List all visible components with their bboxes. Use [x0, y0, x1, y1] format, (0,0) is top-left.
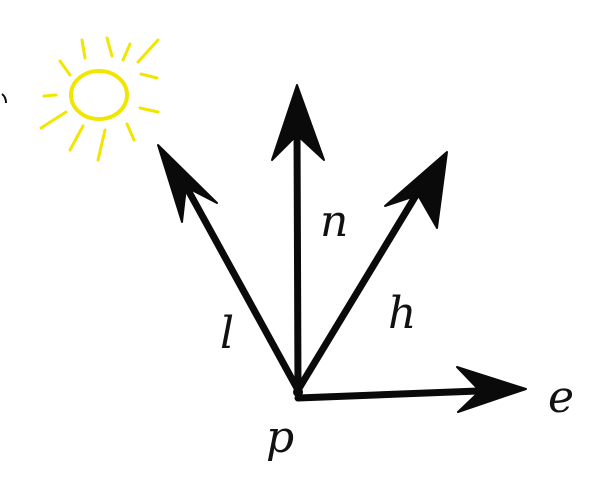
label-light: l [220, 308, 234, 359]
sun-icon [39, 36, 160, 162]
point-p-dot [293, 387, 303, 397]
stray-mark [1, 93, 7, 104]
vectors [157, 84, 527, 413]
normal-vector-arrow [271, 84, 325, 394]
label-eye: e [548, 372, 574, 423]
label-point: p [266, 412, 294, 463]
sun-rays [39, 36, 160, 162]
half-vector-arrow [294, 151, 448, 394]
label-half: h [388, 288, 416, 339]
sun-disk [69, 69, 129, 121]
label-normal: n [320, 196, 348, 247]
light-vector-arrow [157, 144, 302, 394]
eye-vector-arrow [294, 366, 527, 413]
